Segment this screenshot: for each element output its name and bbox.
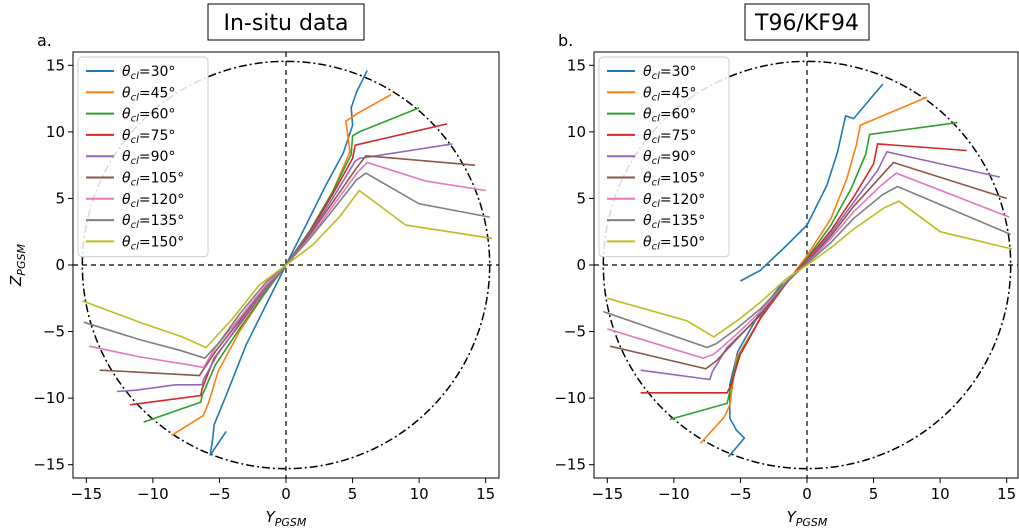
x-tick-label: −5 [208,485,230,503]
x-tick-label: −10 [658,485,690,503]
y-tick-label: 15 [46,56,65,74]
legend-entry-label: θcl=105° [122,171,184,189]
chart-panel-2: −15 −10 −5 0 5 10 15 −15 −10 −5 0 5 10 15 YPGSM b. T96/K… [554,3,1019,529]
legend-entry-label: θcl=90° [122,149,175,167]
legend-entry-label: θcl=45° [643,85,696,103]
y-tick-label: −5 [43,323,65,341]
legend-entry-label: θcl=105° [643,171,705,189]
legend-entry-label: θcl=60° [122,107,175,125]
legend: θcl=30° θcl=45° θcl=60° θcl=75° θcl=90° θcl=1… [598,56,730,258]
y-tick-label: −15 [554,456,586,474]
legend-entry-label: θcl=45° [122,85,175,103]
series-line-9 [82,189,493,349]
title-box [744,3,870,41]
legend-entry-label: θcl=30° [643,64,696,82]
legend: θcl=30° θcl=45° θcl=60° θcl=75° θcl=90° θcl=1… [77,56,209,258]
y-tick-label: 15 [567,56,586,74]
x-tick-label: 10 [931,485,950,503]
series-line-2 [699,96,928,444]
x-tick-label: 15 [476,485,495,503]
plot-area [73,52,499,478]
y-tick-label: −15 [33,456,65,474]
y-tick-label: 5 [576,189,586,207]
x-tick-label: 10 [410,485,429,503]
series-line-7 [88,161,486,369]
legend-entry-label: θcl=90° [643,149,696,167]
panel-title: T96/KF94 [754,11,859,36]
series-line-1 [740,83,884,282]
x-tick-label: 0 [281,485,291,503]
x-tick-label: 5 [869,485,879,503]
y-tick-label: −5 [564,323,586,341]
legend-entry-label: θcl=150° [643,234,705,252]
legend-entry-label: θcl=120° [643,192,705,210]
legend-entry-label: θcl=120° [122,192,184,210]
series-line-1-lower [727,281,784,458]
y-tick-label: 10 [567,123,586,141]
x-axis-title: YPGSM [787,508,828,529]
x-tick-label: 0 [802,485,812,503]
y-tick-label: 5 [55,189,65,207]
legend-entry-label: θcl=60° [643,107,696,125]
legend-entry-label: θcl=75° [122,128,175,146]
y-tick-label: −10 [33,389,65,407]
x-tick-label: −15 [70,485,102,503]
legend-entry-label: θcl=75° [643,128,696,146]
chart-panel-1: −15 −10 −5 0 5 10 15 −15 −10 −5 0 5 10 15 YPGSM ZPGSM a.… [7,3,500,529]
panel-letter: b. [558,31,573,50]
x-tick-label: −10 [137,485,169,503]
title-box [207,3,365,41]
x-tick-label: −5 [729,485,751,503]
legend-frame [77,56,209,258]
x-axis-title: YPGSM [266,508,307,529]
legend-entry-label: θcl=150° [122,234,184,252]
legend-entry-label: θcl=135° [122,213,184,231]
legend-entry-label: θcl=135° [643,213,705,231]
legend-frame [598,56,730,258]
plot-area [594,52,1018,478]
x-tick-label: −15 [591,485,623,503]
panel-letter: a. [37,31,52,50]
series-line-5 [116,143,453,393]
legend-entry-label: θcl=30° [122,64,175,82]
series-line-8 [83,172,490,360]
y-tick-label: 0 [55,256,65,274]
x-tick-label: 15 [997,485,1016,503]
y-tick-label: −10 [554,389,586,407]
panel-title: In-situ data [223,11,348,36]
series-line-9 [607,200,1013,338]
y-tick-label: 10 [46,123,65,141]
x-tick-label: 5 [348,485,358,503]
y-tick-label: 0 [576,256,586,274]
y-axis-title: ZPGSM [7,244,28,287]
